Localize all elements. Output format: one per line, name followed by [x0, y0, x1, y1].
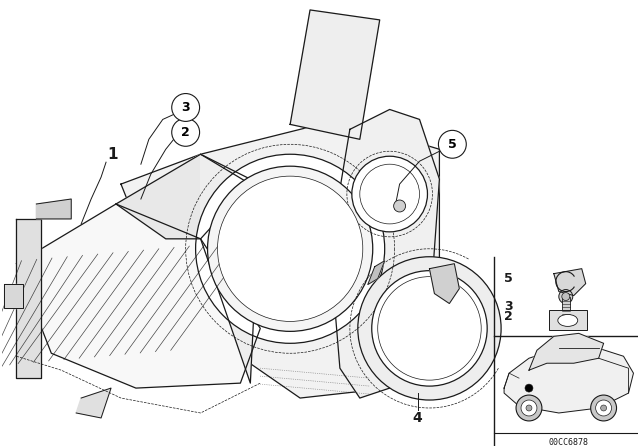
Polygon shape — [76, 388, 111, 418]
Polygon shape — [290, 10, 380, 139]
Circle shape — [378, 277, 481, 380]
Circle shape — [591, 395, 616, 421]
Polygon shape — [4, 284, 24, 309]
Text: 00CC6878: 00CC6878 — [548, 438, 589, 447]
Text: 3: 3 — [181, 101, 190, 114]
Text: 2: 2 — [504, 310, 513, 323]
Circle shape — [207, 166, 372, 332]
Circle shape — [521, 400, 537, 416]
Text: 5: 5 — [504, 272, 513, 285]
Circle shape — [526, 405, 532, 411]
Text: 3: 3 — [504, 300, 513, 313]
Circle shape — [196, 154, 385, 343]
Ellipse shape — [558, 314, 578, 327]
Polygon shape — [17, 204, 260, 388]
Polygon shape — [504, 348, 634, 413]
Polygon shape — [121, 120, 440, 398]
Circle shape — [352, 156, 428, 232]
Circle shape — [559, 289, 573, 303]
Text: 5: 5 — [448, 138, 457, 151]
Polygon shape — [200, 154, 260, 383]
Circle shape — [172, 94, 200, 121]
Circle shape — [358, 257, 501, 400]
Text: 1: 1 — [108, 147, 118, 162]
Circle shape — [218, 176, 363, 321]
Circle shape — [372, 271, 487, 386]
Bar — [562, 297, 570, 319]
Polygon shape — [529, 333, 604, 370]
Circle shape — [596, 400, 612, 416]
Circle shape — [525, 384, 533, 392]
Text: 4: 4 — [413, 411, 422, 425]
Circle shape — [516, 395, 542, 421]
Circle shape — [438, 130, 467, 158]
Polygon shape — [330, 109, 440, 398]
Circle shape — [172, 118, 200, 146]
Bar — [549, 310, 587, 330]
Circle shape — [600, 405, 607, 411]
Polygon shape — [368, 261, 385, 284]
Polygon shape — [554, 269, 586, 296]
Polygon shape — [429, 264, 460, 303]
Text: 2: 2 — [181, 126, 190, 139]
Circle shape — [394, 200, 406, 212]
Circle shape — [562, 293, 570, 301]
Polygon shape — [36, 199, 71, 219]
Polygon shape — [17, 219, 42, 378]
Polygon shape — [116, 154, 250, 239]
